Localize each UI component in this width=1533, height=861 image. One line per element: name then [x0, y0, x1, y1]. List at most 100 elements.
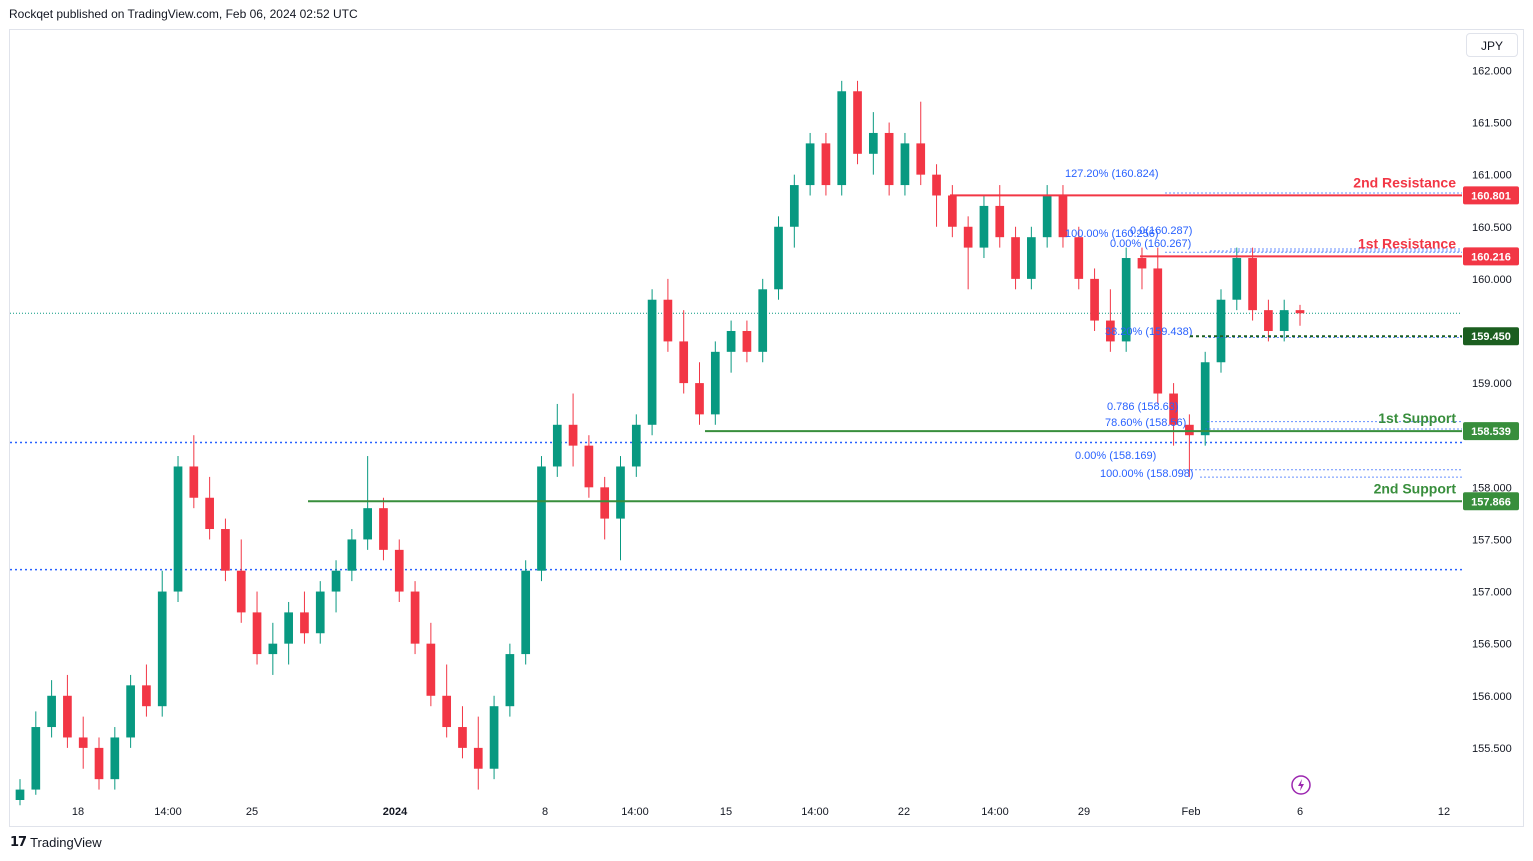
- candle-body: [1248, 258, 1257, 311]
- y-tick-label: 160.000: [1472, 274, 1512, 286]
- y-tick-label: 155.500: [1472, 743, 1512, 755]
- candle-body: [1216, 299, 1226, 363]
- y-tick-label: 156.500: [1472, 639, 1512, 651]
- candle-body: [110, 737, 120, 780]
- candle-body: [142, 685, 151, 707]
- fib-label: 100.00% (160.256): [1065, 228, 1159, 240]
- candle-body: [221, 529, 230, 571]
- candle-body: [489, 706, 499, 769]
- candle-body: [916, 143, 926, 175]
- x-tick-label: 2024: [383, 806, 408, 818]
- candle-body: [1137, 258, 1147, 269]
- candle-body: [1090, 278, 1099, 321]
- candle-body: [126, 685, 135, 738]
- candle-body: [521, 570, 531, 655]
- candle-body: [15, 789, 25, 800]
- candle-body: [189, 466, 199, 498]
- candle-body: [1153, 268, 1163, 394]
- price-label-box: [1463, 492, 1519, 511]
- price-label-box: [1463, 186, 1519, 205]
- y-tick-label: 158.000: [1472, 482, 1512, 494]
- candle-body: [1200, 362, 1210, 436]
- y-tick-label: 162.000: [1472, 65, 1512, 77]
- price-label-box: [1463, 247, 1519, 266]
- candle-body: [505, 654, 515, 707]
- candle-body: [1106, 320, 1115, 342]
- x-tick-label: 15: [720, 806, 732, 818]
- publisher-line: Rockqet published on TradingView.com, Fe…: [9, 7, 358, 21]
- y-tick-label: 161.500: [1472, 118, 1512, 130]
- candle-body: [205, 497, 214, 530]
- fib-label: 0.0(160.287): [1130, 225, 1192, 237]
- x-tick-label: 12: [1438, 806, 1450, 818]
- candle-body: [663, 299, 673, 342]
- candle-body: [647, 299, 657, 425]
- price-chart[interactable]: 127.20% (160.824) 100.00% (160.256)0.0(16…: [10, 30, 1523, 826]
- candle-body: [537, 466, 546, 571]
- candle-body: [63, 695, 72, 738]
- candle-body: [236, 570, 246, 613]
- y-tick-label: 157.500: [1472, 534, 1512, 546]
- candle-body: [1027, 237, 1036, 279]
- candle-body: [600, 487, 610, 519]
- x-tick-label: 6: [1297, 806, 1303, 818]
- candle-body: [458, 727, 467, 748]
- candle-body: [473, 747, 483, 769]
- footer-brand[interactable]: 𝟭𝟳 TradingView: [10, 834, 102, 850]
- candle-body: [805, 143, 815, 186]
- candle-body: [963, 226, 973, 248]
- lightning-icon[interactable]: [1291, 775, 1311, 795]
- candle-body: [1011, 237, 1020, 279]
- candle-body: [948, 195, 957, 227]
- price-label: 159.450: [1471, 331, 1511, 343]
- fib-label: 127.20% (160.824): [1065, 168, 1159, 180]
- x-tick-label: 18: [72, 806, 84, 818]
- candle-body: [442, 695, 452, 728]
- candle-body: [284, 612, 293, 644]
- tradingview-logo-icon: 𝟭𝟳: [10, 834, 27, 849]
- footer-brand-label: TradingView: [30, 834, 102, 850]
- candle-body: [379, 508, 388, 550]
- price-label: 158.539: [1471, 426, 1511, 438]
- candle-body: [758, 289, 768, 352]
- y-tick-label: 157.000: [1472, 587, 1512, 599]
- candle-body: [1169, 393, 1178, 425]
- price-label: 157.866: [1471, 496, 1511, 508]
- candle-body: [884, 132, 894, 186]
- currency-button[interactable]: JPY: [1466, 33, 1518, 57]
- candle-body: [995, 205, 1005, 238]
- x-tick-label: 14:00: [981, 806, 1009, 818]
- candle-body: [616, 466, 625, 519]
- candle-body: [900, 143, 910, 186]
- price-label-box: [1463, 327, 1519, 346]
- candle-body: [1058, 195, 1068, 238]
- price-label: 160.216: [1471, 251, 1511, 263]
- candle-body: [853, 91, 862, 154]
- candle-body: [710, 351, 720, 415]
- price-label: 160.801: [1471, 190, 1511, 202]
- candle-body: [1185, 424, 1194, 436]
- candle-body: [1042, 195, 1052, 238]
- candle-body: [394, 549, 404, 592]
- candle-body: [157, 591, 167, 707]
- candle-body: [695, 383, 704, 415]
- candle-body: [631, 424, 641, 467]
- candle-body: [268, 643, 278, 655]
- candle-body: [789, 185, 799, 227]
- x-tick-label: 14:00: [154, 806, 182, 818]
- candle-body: [774, 226, 783, 290]
- y-tick-label: 159.000: [1472, 378, 1512, 390]
- candle-body: [1295, 310, 1305, 314]
- candle-body: [1279, 310, 1289, 331]
- fib-label: 0.00% (160.267): [1110, 238, 1191, 250]
- candle-body: [868, 132, 878, 154]
- candle-body: [347, 539, 357, 571]
- fib-label: 100.00% (158.098): [1100, 468, 1194, 480]
- candle-body: [78, 737, 88, 748]
- support-name: 1st Support: [1378, 410, 1456, 426]
- candle-body: [1264, 310, 1273, 331]
- x-tick-label: 29: [1078, 806, 1090, 818]
- candle-body: [1232, 258, 1242, 300]
- candle-body: [94, 747, 104, 780]
- x-tick-label: 8: [542, 806, 548, 818]
